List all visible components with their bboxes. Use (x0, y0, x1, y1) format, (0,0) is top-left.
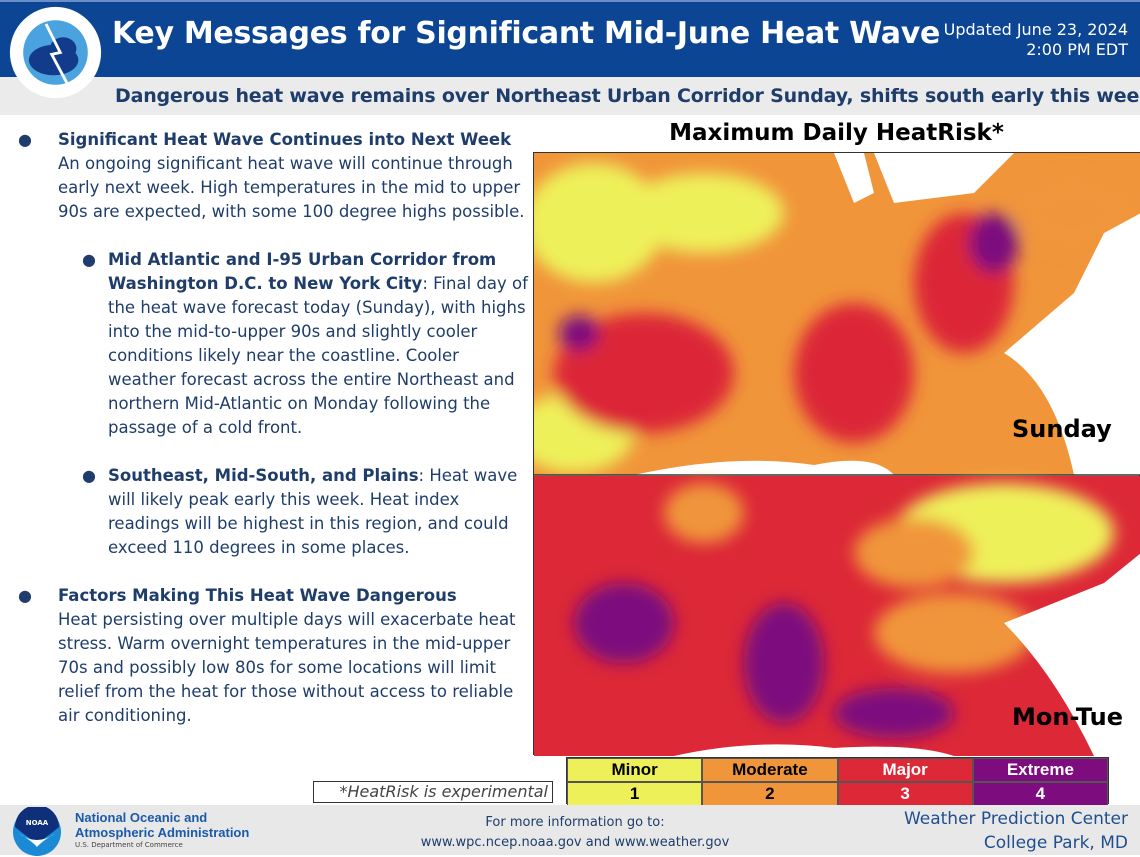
bullet-heading: Mid Atlantic and I-95 Urban Corridor fro… (108, 250, 497, 293)
subtitle-band: Dangerous heat wave remains over Northea… (0, 77, 1140, 115)
bullet-text: : Heat wave will likely peak early this … (108, 466, 518, 557)
noaa-name-line1: National Oceanic and (75, 810, 208, 825)
bullet-text: Heat persisting over multiple days will … (58, 610, 516, 725)
bullet-icon: ● (82, 250, 96, 269)
legend-label-major: Major (837, 758, 973, 782)
bullet-2: ● Mid Atlantic and I-95 Urban Corridor fr… (18, 248, 528, 440)
wpc-location: College Park, MD (983, 833, 1128, 853)
nws-logo-icon (9, 6, 102, 99)
heatrisk-legend: Minor Moderate Major Extreme 1 2 3 4 (566, 757, 1109, 806)
bullet-heading: Factors Making This Heat Wave Dangerous (58, 586, 457, 605)
bullet-heading: Significant Heat Wave Continues into Nex… (58, 130, 512, 149)
bullet-text: : Final day of the heat wave forecast to… (108, 274, 528, 437)
more-info-line1: For more information go to: (485, 815, 665, 830)
legend-level-1: 1 (567, 782, 703, 806)
noaa-name: National Oceanic and Atmospheric Adminis… (75, 810, 249, 840)
updated-date: Updated June 23, 2024 (943, 20, 1128, 39)
subtitle: Dangerous heat wave remains over Northea… (115, 85, 1140, 107)
heatrisk-map: Sunday Mon-Tue (514, 152, 1140, 756)
noaa-dept: U.S. Department of Commerce (75, 841, 183, 849)
header: Key Messages for Significant Mid-June He… (0, 0, 1140, 77)
noaa-logo-icon: NOAA (13, 807, 61, 856)
legend-label-extreme: Extreme (972, 758, 1108, 782)
bullet-icon: ● (18, 130, 32, 149)
page-title: Key Messages for Significant Mid-June He… (112, 16, 941, 51)
heatrisk-map-image (514, 153, 1140, 756)
legend-level-2: 2 (702, 782, 838, 806)
bullet-1: ● Significant Heat Wave Continues into Ne… (18, 128, 528, 224)
key-messages: ● Significant Heat Wave Continues into Ne… (18, 128, 528, 752)
more-info: For more information go to: www.wpc.ncep… (400, 813, 750, 853)
more-info-links[interactable]: www.wpc.ncep.noaa.gov and www.weather.go… (420, 835, 730, 850)
bullet-3: ● Southeast, Mid-South, and Plains: Heat … (18, 464, 528, 560)
experimental-note: *HeatRisk is experimental (313, 781, 553, 803)
wpc-name: Weather Prediction Center (903, 809, 1128, 829)
footer: NOAA National Oceanic and Atmospheric Ad… (0, 805, 1140, 856)
bullet-icon: ● (82, 466, 96, 485)
map-title: Maximum Daily HeatRisk* (669, 120, 1004, 146)
bullet-4: ● Factors Making This Heat Wave Dangerous… (18, 584, 528, 728)
legend-level-4: 4 (972, 782, 1108, 806)
legend-level-3: 3 (837, 782, 973, 806)
bullet-heading: Southeast, Mid-South, and Plains (108, 466, 419, 485)
bullet-text: An ongoing significant heat wave will co… (58, 154, 525, 221)
wpc-credit: Weather Prediction Center College Park, … (904, 807, 1128, 855)
map-panel-sunday (514, 153, 1140, 475)
updated-timestamp: Updated June 23, 2024 2:00 PM EDT (944, 20, 1128, 60)
updated-time: 2:00 PM EDT (1026, 40, 1128, 59)
panel-label-mon-tue: Mon-Tue (1012, 703, 1123, 731)
svg-text:NOAA: NOAA (26, 819, 49, 827)
legend-label-moderate: Moderate (702, 758, 838, 782)
bullet-icon: ● (18, 586, 32, 605)
noaa-name-line2: Atmospheric Administration (75, 825, 250, 840)
panel-label-sunday: Sunday (1012, 415, 1112, 443)
legend-label-minor: Minor (567, 758, 703, 782)
map-panel-mon-tue (534, 476, 1140, 756)
